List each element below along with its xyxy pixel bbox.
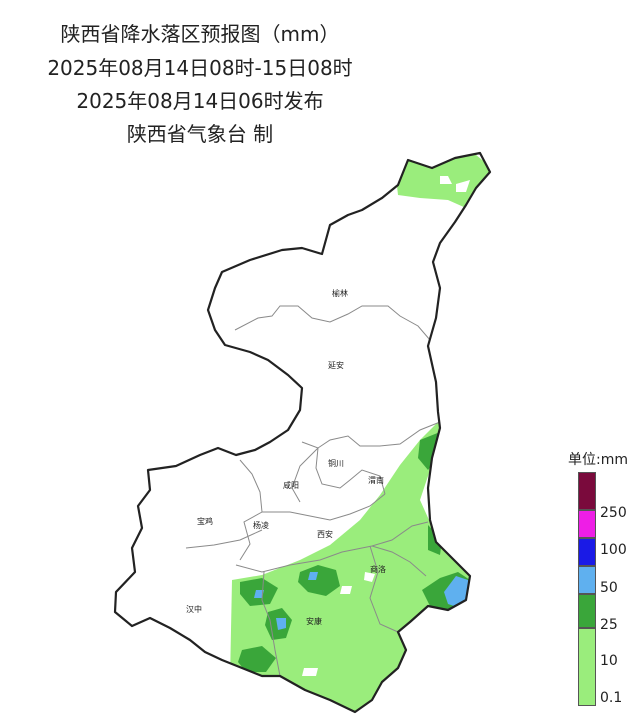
city-boundaries [185, 305, 441, 677]
city-label-shangluo: 商洛 [370, 564, 386, 574]
rain-area-heavy [308, 572, 318, 580]
rain-area-moderate [238, 646, 276, 672]
rain-area-heavy [276, 618, 286, 630]
map-title: 陕西省降水落区预报图（mm） [60, 22, 340, 46]
issue-time: 2025年08月14日06时发布 [76, 89, 324, 113]
rain-area-heavy [444, 576, 470, 608]
rain-area-heavy [254, 590, 264, 598]
province-border [113, 151, 492, 714]
legend-swatch-50-100 [578, 538, 596, 566]
rain-area-moderate [298, 565, 340, 596]
legend-swatch-25-50 [578, 566, 596, 594]
rain-areas [230, 153, 490, 712]
legend-swatch-0.1-10 [578, 628, 596, 706]
city-label-ankang: 安康 [306, 616, 322, 626]
legend-label-100: 100 [600, 542, 627, 558]
city-label-baoji: 宝鸡 [197, 516, 213, 526]
issuer: 陕西省气象台 制 [126, 122, 274, 146]
legend-label-10: 10 [600, 653, 618, 669]
city-label-yangling: 杨凌 [253, 520, 269, 530]
legend-swatch-10-25 [578, 594, 596, 628]
city-label-yanan: 延安 [328, 360, 344, 370]
legend-label-25: 25 [600, 617, 618, 633]
city-label-yulin: 榆林 [332, 288, 348, 298]
legend-title: 单位:mm [568, 452, 628, 468]
legend-swatch-250plus [578, 472, 596, 510]
city-label-xianyang: 咸阳 [283, 480, 299, 490]
city-label-hanzhong: 汉中 [186, 604, 202, 614]
valid-period: 2025年08月14日08时-15日08时 [47, 56, 353, 80]
legend-label-250: 250 [600, 505, 627, 521]
legend-label-0.1: 0.1 [600, 690, 623, 706]
legend-swatch-100-250 [578, 510, 596, 538]
city-label-weinan: 渭南 [368, 475, 384, 485]
legend-label-50: 50 [600, 580, 618, 596]
city-label-xian: 西安 [317, 529, 333, 539]
city-label-tongchuan: 铜川 [328, 458, 344, 468]
